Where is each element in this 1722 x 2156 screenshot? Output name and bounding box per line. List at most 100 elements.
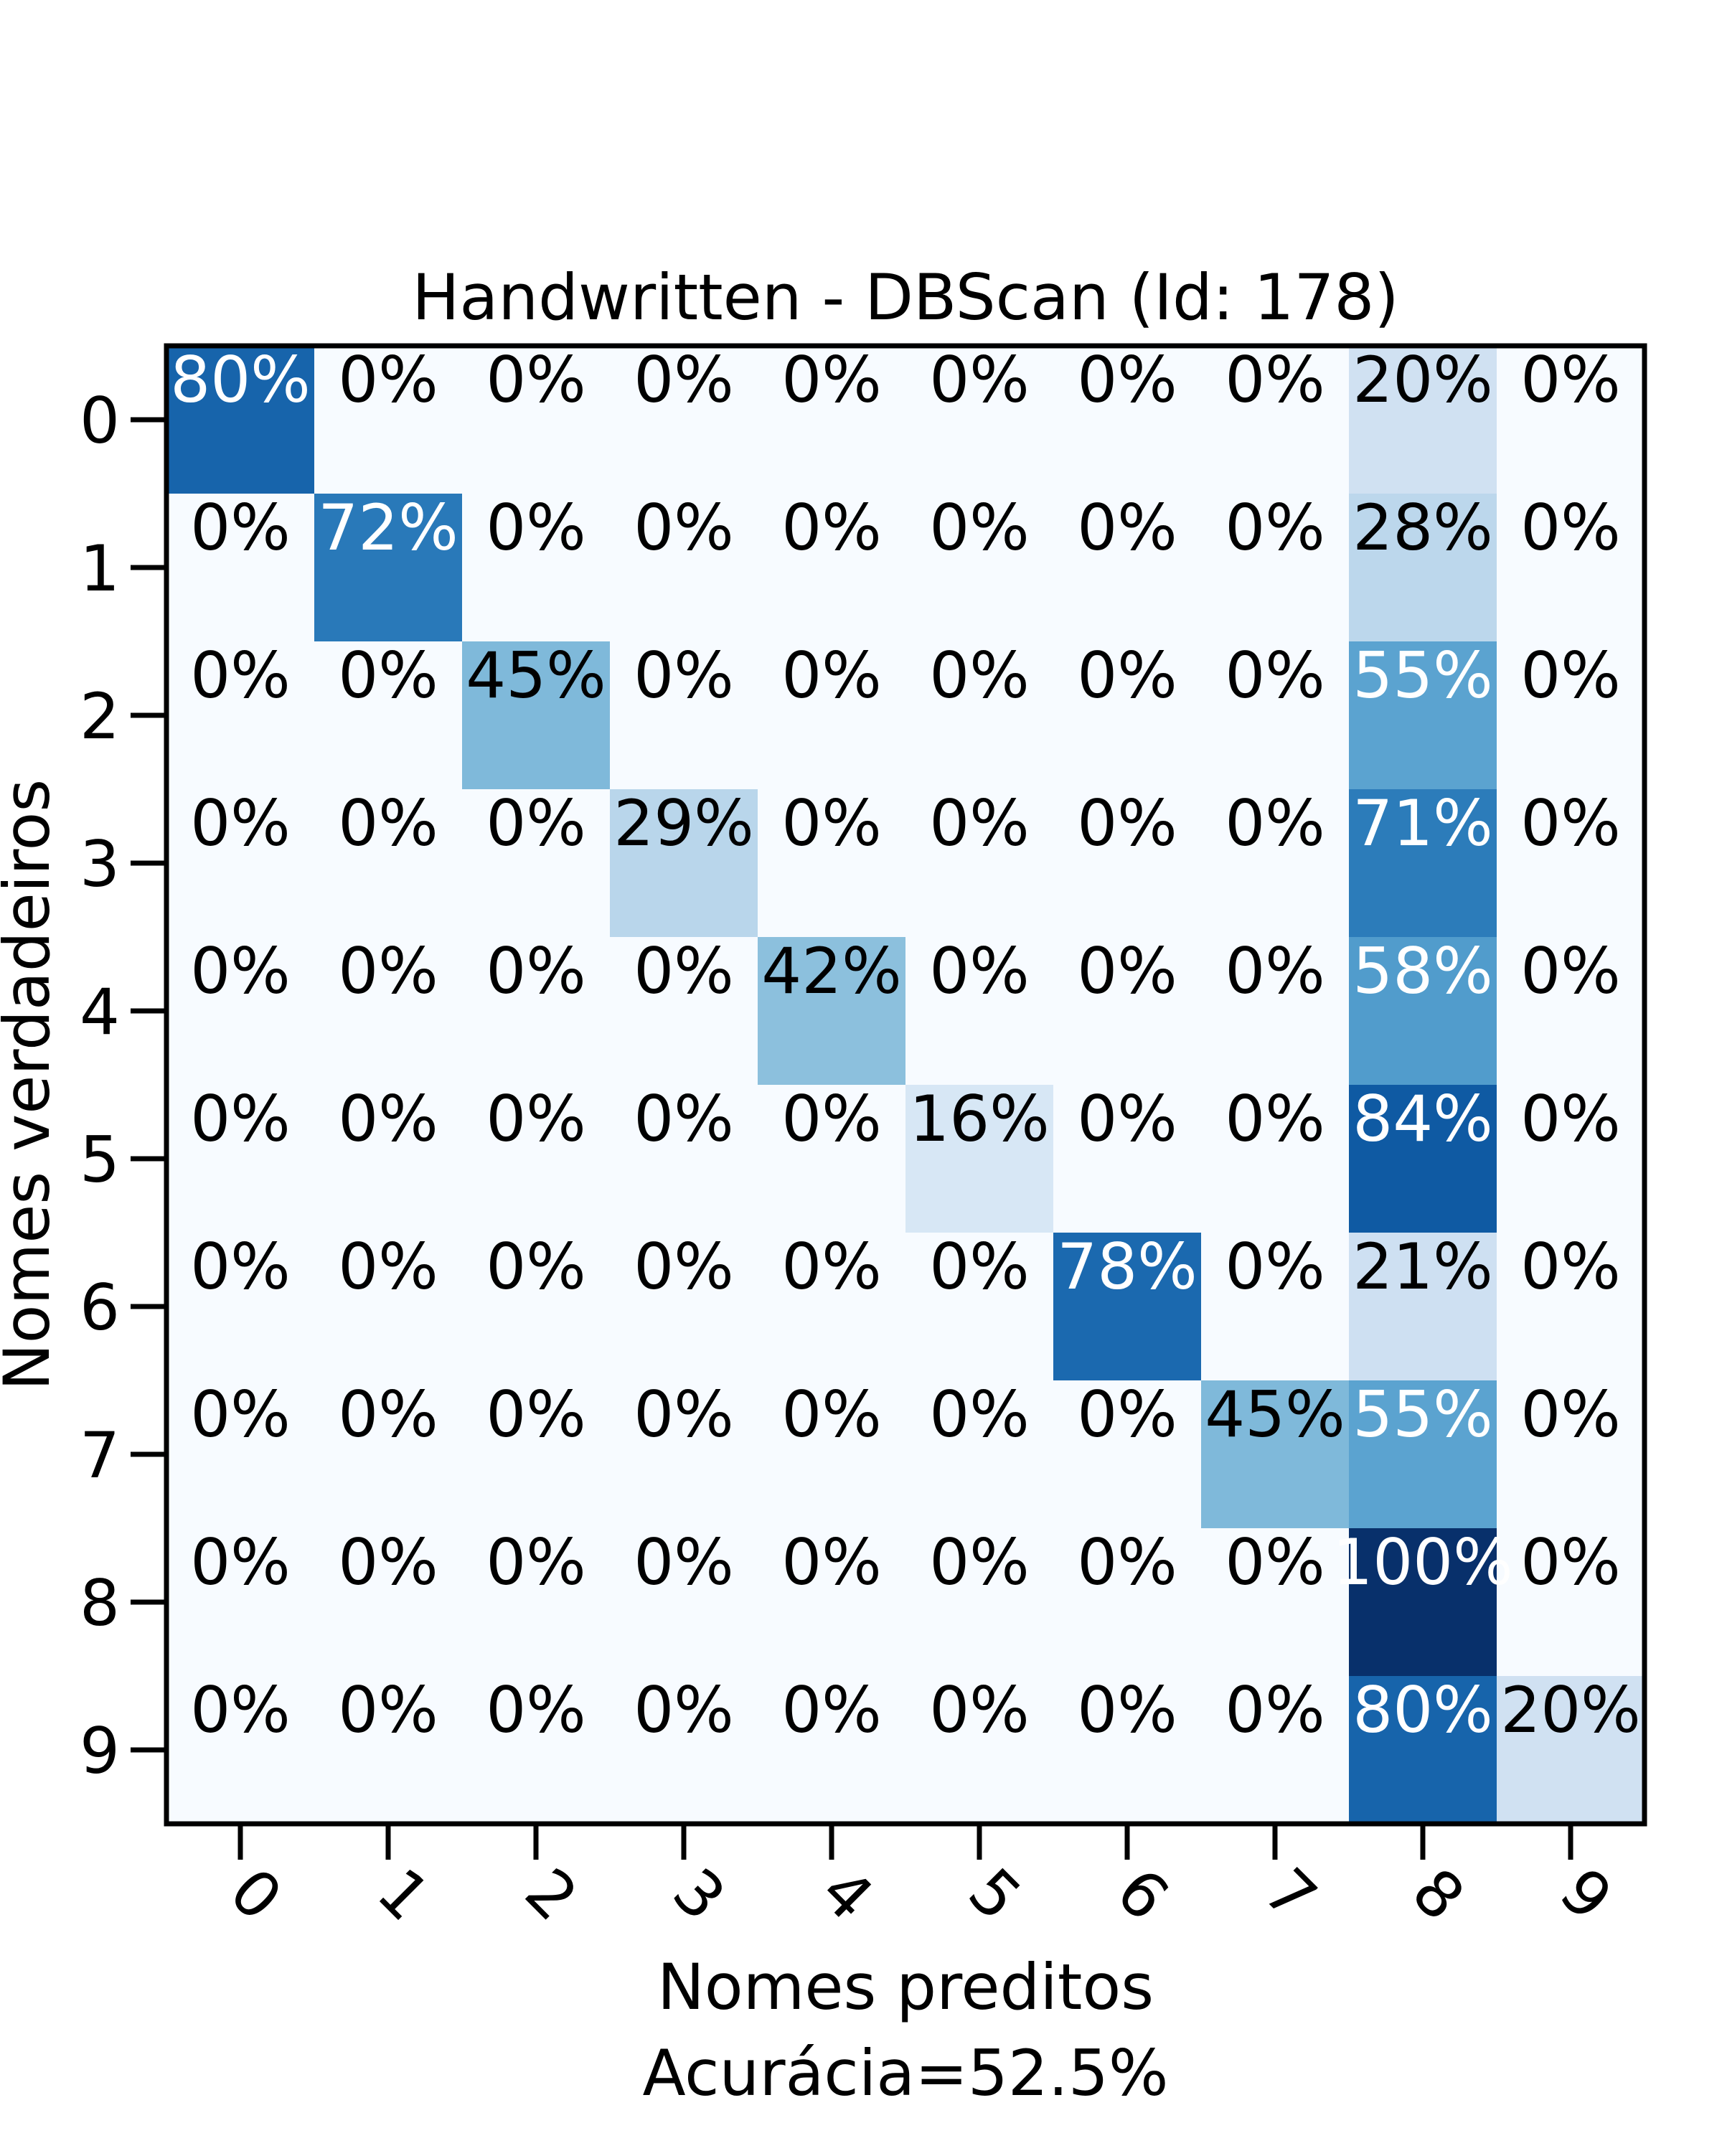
cell-value-label: 45%: [1205, 1378, 1345, 1451]
heatmap-cell: [1201, 1528, 1350, 1677]
heatmap-cell: [314, 1085, 463, 1233]
cell-value-label: 0%: [781, 1082, 882, 1156]
y-tick-label: 0: [80, 384, 120, 458]
cell-value-label: 0%: [338, 1673, 438, 1747]
cell-value-label: 0%: [486, 934, 586, 1008]
cell-value-label: 0%: [1520, 1230, 1621, 1304]
heatmap-cell: [905, 789, 1054, 938]
y-axis-label: Nomes verdadeiros: [0, 779, 64, 1390]
heatmap-cell: [462, 1380, 611, 1529]
heatmap-cell: [166, 1380, 315, 1529]
heatmap-cell: [758, 1233, 906, 1381]
y-tick-label: 9: [80, 1714, 120, 1788]
cell-value-label: 0%: [634, 639, 734, 712]
cell-value-label: 16%: [909, 1082, 1050, 1156]
heatmap-cell: [314, 937, 463, 1086]
cell-value-label: 0%: [190, 1525, 291, 1599]
cell-value-label: 0%: [1077, 491, 1177, 565]
heatmap-cell: [758, 1085, 906, 1233]
heatmap-cell: [905, 494, 1054, 642]
heatmap-cell: [1053, 346, 1202, 494]
heatmap-cell: [166, 1676, 315, 1825]
cell-value-label: 0%: [1077, 343, 1177, 417]
y-tick-label: 2: [80, 679, 120, 753]
heatmap-cell: [1349, 494, 1497, 642]
cell-value-label: 0%: [634, 491, 734, 565]
heatmap-cell: [610, 346, 758, 494]
heatmap-cell: [166, 937, 315, 1086]
cell-value-label: 71%: [1352, 786, 1493, 860]
heatmap-cell: [1053, 1233, 1202, 1381]
heatmap-cell: [314, 1233, 463, 1381]
cell-value-label: 0%: [1077, 1673, 1177, 1747]
heatmap-cell: [1053, 494, 1202, 642]
y-tick-label: 5: [80, 1123, 120, 1197]
heatmap-cell: [905, 1085, 1054, 1233]
chart-title: Handwritten - DBScan (Id: 178): [412, 260, 1399, 334]
cell-value-label: 45%: [466, 639, 606, 712]
cell-value-label: 0%: [1077, 934, 1177, 1008]
heatmap-cell: [1497, 789, 1645, 938]
cell-value-label: 58%: [1352, 934, 1493, 1008]
cell-value-label: 0%: [338, 343, 438, 417]
heatmap-cell: [166, 789, 315, 938]
cell-value-label: 0%: [190, 1673, 291, 1747]
cell-value-label: 0%: [1520, 491, 1621, 565]
cell-value-label: 0%: [338, 1082, 438, 1156]
cell-value-label: 0%: [1225, 1673, 1325, 1747]
cell-value-label: 0%: [338, 639, 438, 712]
cell-value-label: 0%: [190, 1082, 291, 1156]
heatmap-cell: [462, 937, 611, 1086]
cell-value-label: 0%: [1077, 1525, 1177, 1599]
y-axis-ticks: 0 1 2 3 4 5 6 7 8 9: [80, 384, 166, 1788]
heatmap-cell: [1349, 1085, 1497, 1233]
cell-value-label: 72%: [318, 491, 458, 565]
heatmap-cell: [1349, 937, 1497, 1086]
heatmap-cell: [314, 494, 463, 642]
cell-value-label: 0%: [781, 786, 882, 860]
heatmap-cell: [462, 1085, 611, 1233]
heatmap-cell: [1053, 1676, 1202, 1825]
cell-value-label: 0%: [929, 639, 1030, 712]
heatmap-cell: [1497, 346, 1645, 494]
accuracy-label: Acurácia=52.5%: [643, 2036, 1169, 2110]
cell-value-label: 0%: [781, 491, 882, 565]
x-tick-label: 2: [511, 1854, 591, 1934]
heatmap-cell: [758, 1676, 906, 1825]
cell-value-label: 42%: [761, 934, 902, 1008]
cell-value-label: 0%: [1077, 1378, 1177, 1451]
cell-value-label: 0%: [486, 1525, 586, 1599]
cell-value-label: 21%: [1352, 1230, 1493, 1304]
x-tick-label: 3: [659, 1854, 739, 1934]
x-tick-label: 0: [215, 1854, 296, 1934]
cell-value-label: 0%: [338, 1525, 438, 1599]
heatmap-cell: [1053, 1380, 1202, 1529]
cell-value-labels: 80% 0% 0% 0% 0% 0% 0% 0% 20% 0% 0% 72% 0% 0% 0% 0% 0% 0% 2…: [170, 343, 1641, 1747]
cell-value-label: 0%: [634, 1230, 734, 1304]
heatmap-cell: [1201, 346, 1350, 494]
cell-value-label: 29%: [613, 786, 754, 860]
heatmap-cell: [905, 937, 1054, 1086]
cell-value-label: 0%: [634, 1525, 734, 1599]
heatmap-cell: [905, 641, 1054, 790]
cell-value-label: 0%: [190, 491, 291, 565]
cell-value-label: 55%: [1352, 639, 1493, 712]
heatmap-cell: [610, 494, 758, 642]
heatmap-cell: [1497, 1380, 1645, 1529]
heatmap-cell: [758, 641, 906, 790]
heatmap-cell: [462, 346, 611, 494]
cell-value-label: 0%: [929, 491, 1030, 565]
cell-value-label: 0%: [929, 343, 1030, 417]
heatmap-cell: [758, 346, 906, 494]
heatmap-cell: [1053, 789, 1202, 938]
heatmap-cell: [1053, 937, 1202, 1086]
heatmap-cell: [166, 641, 315, 790]
heatmap-cell: [1053, 1528, 1202, 1677]
heatmap-cell: [1349, 641, 1497, 790]
cell-value-label: 80%: [1352, 1673, 1493, 1747]
x-axis-label: Nomes preditos: [657, 1950, 1154, 2024]
heatmap-cell: [1349, 346, 1497, 494]
heatmap-cell: [758, 937, 906, 1086]
cell-value-label: 0%: [1225, 934, 1325, 1008]
